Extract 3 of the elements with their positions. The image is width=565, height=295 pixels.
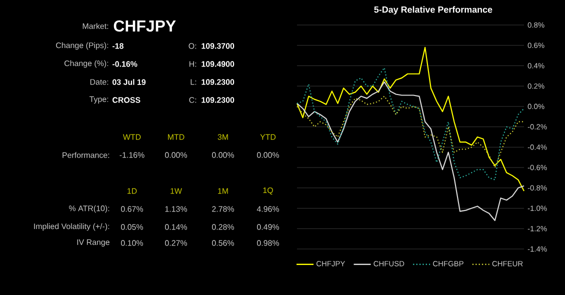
line-series bbox=[296, 96, 525, 168]
text: CHFJPY bbox=[114, 20, 176, 32]
chart-title: 5-Day Relative Performance bbox=[374, 6, 492, 14]
